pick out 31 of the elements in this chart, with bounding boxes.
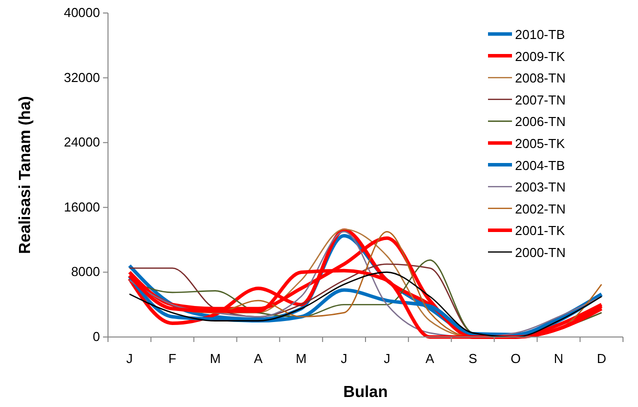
y-tick-label: 0 xyxy=(92,329,100,344)
x-tick-label: O xyxy=(510,351,521,366)
legend-label: 2007-TN xyxy=(515,92,566,108)
legend-label: 2001-TK xyxy=(515,223,566,238)
x-tick-label: A xyxy=(426,351,435,366)
x-tick-label: M xyxy=(296,351,307,366)
y-tick-label: 16000 xyxy=(64,199,100,214)
y-axis-title: Realisasi Tanam (ha) xyxy=(17,96,34,254)
x-tick-label: N xyxy=(554,351,564,366)
y-tick-label: 8000 xyxy=(71,264,100,280)
legend-label: 2002-TN xyxy=(515,201,566,216)
y-tick-label: 40000 xyxy=(64,5,100,20)
legend-label: 2008-TN xyxy=(515,70,566,86)
x-tick-label: S xyxy=(468,351,478,366)
legend-label: 2009-TK xyxy=(515,48,566,64)
x-tick-label: J xyxy=(384,351,390,366)
x-tick-label: A xyxy=(254,351,263,366)
x-tick-label: J xyxy=(126,351,133,366)
legend-label: 2000-TN xyxy=(515,245,566,260)
legend-label: 2005-TK xyxy=(515,136,566,151)
x-tick-label: M xyxy=(210,351,221,366)
legend-label: 2010-TB xyxy=(515,27,565,42)
x-tick-label: D xyxy=(596,351,606,366)
legend-label: 2004-TB xyxy=(515,158,565,173)
x-tick-label: F xyxy=(168,351,176,366)
x-tick-label: J xyxy=(340,351,348,366)
x-axis-title: Bulan xyxy=(343,384,388,401)
legend-label: 2006-TN xyxy=(515,114,566,130)
y-tick-label: 24000 xyxy=(64,134,100,150)
y-tick-label: 32000 xyxy=(64,70,100,85)
legend-label: 2003-TN xyxy=(515,180,566,195)
